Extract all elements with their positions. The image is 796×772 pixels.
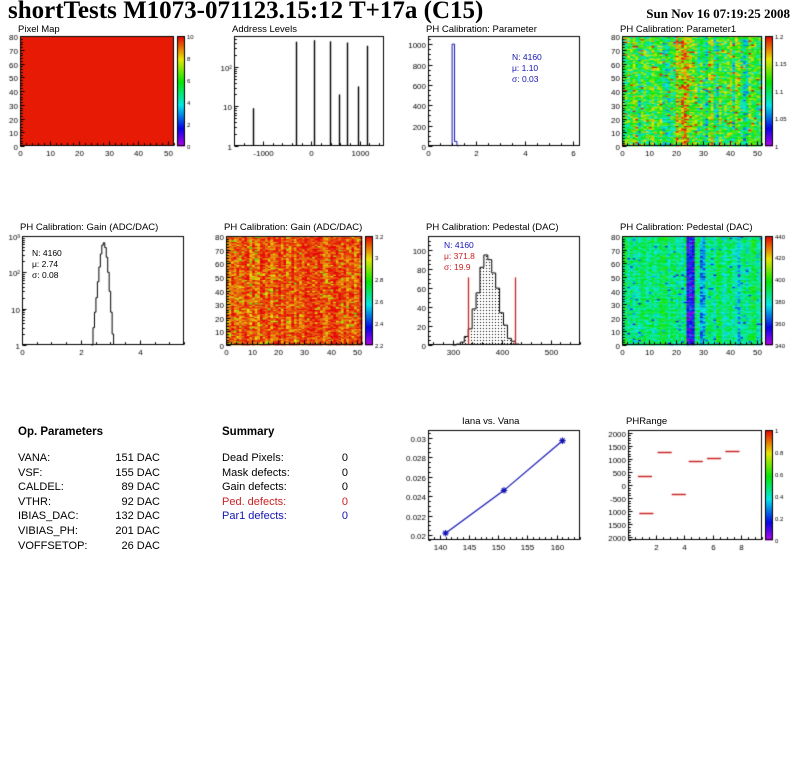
summary-value: 0	[341, 510, 348, 523]
op-value: 92 DAC	[121, 495, 160, 508]
op-row: IBIAS_DAC: 132 DAC	[18, 509, 160, 524]
summary-row: Gain defects: 0	[222, 480, 348, 495]
ph-parameter1-heatmap-canvas	[598, 24, 796, 162]
summary-value: 0	[341, 466, 348, 479]
op-value: 132 DAC	[115, 510, 160, 523]
stats-sigma: σ: 19.9	[444, 262, 471, 272]
summary-value: 0	[341, 452, 348, 464]
pad-address-levels: Address Levels	[198, 24, 398, 162]
op-row: VANA: 151 DAC	[18, 451, 160, 466]
op-label: VOFFSETOP:	[18, 539, 88, 552]
op-row: VOFFSETOP: 26 DAC	[18, 539, 160, 554]
pedestal-hist-canvas	[398, 210, 598, 362]
pedestal-heatmap-canvas	[598, 210, 796, 362]
op-row: VSF: 155 DAC	[18, 466, 160, 481]
op-value: 155 DAC	[115, 466, 160, 479]
op-row: CALDEL: 89 DAC	[18, 480, 160, 495]
stats-mu: μ: 1.10	[512, 63, 539, 73]
stats-sigma: σ: 0.08	[32, 270, 59, 280]
gain-heatmap-canvas	[198, 210, 398, 362]
stats-n: N: 4160	[32, 248, 62, 258]
summary-panel: Summary Dead Pixels: 0 Mask defects: 0 Gai…	[222, 426, 348, 524]
stats-mu: μ: 371.8	[444, 251, 475, 261]
stats-sigma: σ: 0.03	[512, 74, 539, 84]
stats-box: N: 4160 μ: 1.10 σ: 0.03	[512, 52, 542, 85]
op-value: 26 DAC	[121, 539, 160, 552]
op-value: 151 DAC	[115, 452, 160, 464]
summary-row: Ped. defects: 0	[222, 495, 348, 510]
summary-label: Mask defects:	[222, 466, 290, 479]
pad-pedestal-map: PH Calibration: Pedestal (DAC)	[598, 210, 796, 362]
summary-row: Dead Pixels: 0	[222, 451, 348, 466]
summary-value: 0	[341, 481, 348, 494]
summary-label: Par1 defects:	[222, 510, 287, 523]
summary-value: 0	[341, 495, 348, 508]
summary-label: Gain defects:	[222, 481, 287, 494]
op-parameters-panel: Op. Parameters VANA: 151 DAC VSF: 155 DAC …	[18, 426, 160, 553]
op-value: 89 DAC	[121, 481, 160, 494]
op-value: 201 DAC	[115, 524, 160, 537]
pad-pedestal-hist: PH Calibration: Pedestal (DAC) N: 4160 μ…	[398, 210, 598, 362]
op-label: VANA:	[18, 452, 51, 464]
summary-row: Mask defects: 0	[222, 466, 348, 481]
op-label: VSF:	[18, 466, 43, 479]
op-label: CALDEL:	[18, 481, 64, 494]
op-label: VTHR:	[18, 495, 51, 508]
pad-gain-hist: PH Calibration: Gain (ADC/DAC) N: 4160 μ…	[0, 210, 198, 362]
stats-box: N: 4160 μ: 371.8 σ: 19.9	[444, 240, 475, 273]
pad-pixel-map: Pixel Map	[0, 24, 198, 162]
stats-mu: μ: 2.74	[32, 259, 59, 269]
op-row: VIBIAS_PH: 201 DAC	[18, 524, 160, 539]
summary-label: Dead Pixels:	[222, 452, 284, 464]
stats-n: N: 4160	[512, 52, 542, 62]
op-label: VIBIAS_PH:	[18, 524, 78, 537]
summary-title: Summary	[222, 426, 275, 438]
summary-label: Ped. defects:	[222, 495, 287, 508]
timestamp: Sun Nov 16 07:19:25 2008	[646, 6, 790, 21]
address-levels-hist-canvas	[198, 24, 398, 162]
gain-hist-canvas	[0, 210, 198, 362]
op-parameters-title: Op. Parameters	[18, 426, 104, 438]
pad-ph-range: PHRange	[598, 408, 796, 558]
stats-n: N: 4160	[444, 240, 474, 250]
pad-gain-map: PH Calibration: Gain (ADC/DAC)	[198, 210, 398, 362]
op-label: IBIAS_DAC:	[18, 510, 79, 523]
pad-ph-parameter1-map: PH Calibration: Parameter1	[598, 24, 796, 162]
summary-row: Par1 defects: 0	[222, 509, 348, 524]
iana-vana-line-canvas	[398, 408, 598, 558]
ph-range-canvas	[598, 408, 796, 558]
stats-box: N: 4160 μ: 2.74 σ: 0.08	[32, 248, 62, 281]
pad-iana-vs-vana: Iana vs. Vana	[398, 408, 598, 558]
op-row: VTHR: 92 DAC	[18, 495, 160, 510]
pad-ph-parameter: PH Calibration: Parameter N: 4160 μ: 1.1…	[398, 24, 598, 162]
ph-parameter-hist-canvas	[398, 24, 598, 162]
page-title: shortTests M1073-071123.15:12 T+17a (C15…	[8, 0, 484, 24]
pixel-map-heatmap-canvas	[0, 24, 198, 162]
